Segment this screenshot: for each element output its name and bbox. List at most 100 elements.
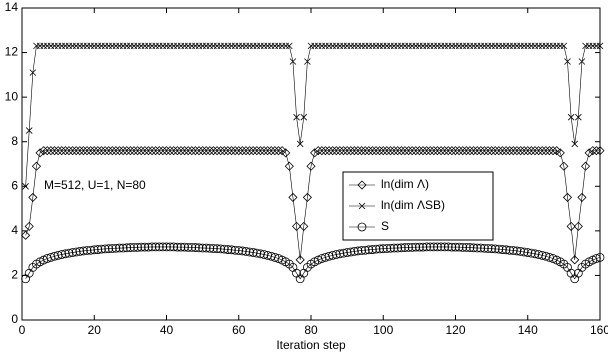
marker-diamond	[378, 146, 388, 156]
marker-diamond	[425, 146, 435, 156]
marker-circle	[216, 244, 226, 254]
marker-diamond	[93, 146, 103, 156]
marker-circle	[198, 243, 208, 253]
marker-diamond	[281, 148, 291, 158]
y-tick-label: 4	[11, 223, 18, 237]
marker-circle	[447, 242, 457, 252]
marker-diamond	[194, 146, 204, 156]
marker-circle	[501, 245, 511, 255]
y-tick-label: 8	[11, 134, 18, 148]
marker-circle	[118, 243, 128, 253]
marker-diamond	[96, 146, 107, 156]
marker-circle	[519, 247, 529, 257]
marker-circle	[75, 246, 85, 256]
marker-diamond	[53, 146, 63, 156]
marker-circle	[458, 242, 468, 252]
y-tick-label: 6	[11, 178, 18, 192]
x-tick-label: 120	[445, 323, 465, 337]
marker-circle	[165, 242, 175, 252]
marker-circle	[205, 243, 215, 253]
x-tick-label: 100	[373, 323, 393, 337]
marker-circle	[115, 243, 124, 253]
marker-diamond	[208, 146, 219, 156]
marker-circle	[364, 245, 374, 255]
y-tick-label: 2	[11, 268, 18, 282]
marker-diamond	[494, 146, 504, 156]
marker-cross	[293, 113, 300, 121]
marker-diamond	[349, 146, 359, 156]
marker-circle	[245, 247, 254, 257]
marker-diamond	[454, 146, 464, 156]
marker-diamond	[353, 146, 363, 156]
marker-diamond	[555, 148, 565, 158]
marker-diamond	[375, 146, 385, 156]
marker-circle	[407, 242, 417, 252]
marker-circle	[136, 242, 146, 252]
marker-circle	[248, 248, 258, 257]
marker-diamond	[107, 146, 117, 156]
marker-diamond	[89, 146, 99, 156]
marker-diamond	[161, 146, 172, 156]
legend-label: S	[381, 219, 389, 233]
marker-diamond	[526, 146, 536, 156]
marker-circle	[104, 244, 114, 254]
marker-circle	[451, 242, 460, 252]
marker-circle	[534, 250, 543, 259]
x-tick-label: 0	[19, 323, 26, 337]
marker-circle	[140, 242, 150, 252]
marker-circle	[256, 249, 265, 259]
marker-circle	[183, 242, 193, 252]
marker-circle	[400, 243, 410, 252]
marker-diamond	[320, 146, 331, 156]
marker-diamond	[82, 146, 92, 156]
marker-diamond	[302, 192, 312, 202]
marker-circle	[230, 245, 240, 255]
marker-diamond	[223, 146, 233, 156]
marker-diamond	[114, 146, 125, 156]
marker-diamond	[147, 146, 157, 156]
marker-diamond	[443, 146, 453, 156]
marker-diamond	[241, 146, 251, 156]
marker-circle	[86, 245, 96, 255]
marker-diamond	[310, 148, 320, 158]
marker-diamond	[100, 146, 110, 156]
marker-diamond	[266, 146, 276, 156]
marker-diamond	[534, 146, 544, 156]
marker-circle	[357, 222, 367, 232]
marker-circle	[436, 242, 446, 252]
marker-diamond	[584, 148, 594, 158]
marker-diamond	[154, 146, 164, 156]
marker-diamond	[245, 146, 255, 156]
marker-diamond	[429, 146, 439, 156]
marker-diamond	[205, 146, 215, 156]
marker-circle	[357, 246, 366, 255]
marker-diamond	[367, 146, 377, 156]
marker-diamond	[328, 146, 338, 156]
marker-diamond	[541, 146, 551, 156]
marker-diamond	[122, 146, 132, 156]
marker-circle	[252, 248, 262, 258]
marker-circle	[122, 243, 132, 253]
marker-diamond	[436, 146, 446, 156]
marker-circle	[498, 245, 507, 254]
marker-circle	[154, 242, 164, 252]
marker-circle	[125, 243, 135, 252]
marker-diamond	[468, 146, 479, 156]
marker-circle	[50, 251, 59, 261]
marker-circle	[53, 250, 63, 260]
marker-circle	[162, 242, 171, 252]
marker-diamond	[501, 146, 511, 156]
marker-diamond	[447, 146, 457, 156]
marker-diamond	[364, 146, 374, 156]
marker-diamond	[515, 146, 526, 156]
marker-diamond	[216, 146, 226, 156]
marker-cross	[29, 69, 37, 76]
marker-circle	[591, 254, 601, 263]
marker-diamond	[183, 146, 193, 156]
marker-diamond	[591, 146, 601, 156]
marker-circle	[595, 252, 605, 262]
marker-circle	[396, 243, 406, 253]
marker-diamond	[324, 146, 334, 156]
marker-diamond	[497, 146, 508, 156]
